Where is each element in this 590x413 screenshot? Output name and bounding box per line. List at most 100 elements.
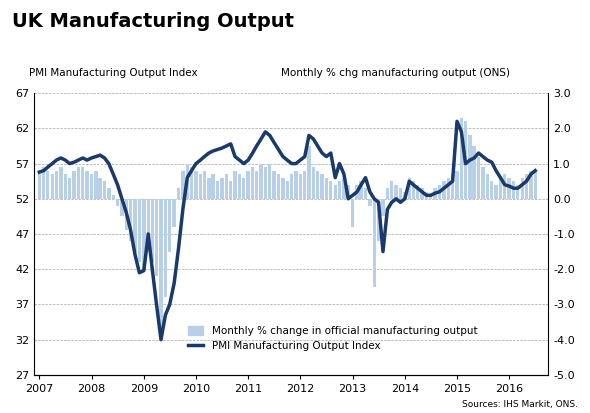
Bar <box>333 185 337 199</box>
Bar <box>90 174 93 199</box>
Bar <box>168 199 172 252</box>
Bar <box>346 185 350 199</box>
Bar <box>351 199 355 227</box>
Bar <box>233 171 237 199</box>
Bar <box>499 178 502 199</box>
Bar <box>199 174 202 199</box>
Bar <box>86 171 88 199</box>
Bar <box>338 181 341 199</box>
Bar <box>216 181 219 199</box>
Bar <box>163 199 167 297</box>
Bar <box>429 195 432 199</box>
Bar <box>529 171 533 199</box>
Bar <box>137 199 141 262</box>
Bar <box>260 164 263 199</box>
Bar <box>172 199 176 227</box>
Bar <box>460 118 463 199</box>
Bar <box>442 181 445 199</box>
Legend: Monthly % change in official manufacturing output, PMI Manufacturing Output Inde: Monthly % change in official manufacturi… <box>183 322 481 356</box>
Bar <box>207 178 211 199</box>
Bar <box>103 181 106 199</box>
Bar <box>359 181 363 199</box>
Bar <box>320 174 324 199</box>
Bar <box>64 174 67 199</box>
Bar <box>211 174 215 199</box>
Bar <box>142 199 146 269</box>
Bar <box>77 167 80 199</box>
Bar <box>303 171 306 199</box>
Bar <box>355 185 359 199</box>
Text: UK Manufacturing Output: UK Manufacturing Output <box>12 12 294 31</box>
Bar <box>368 199 372 206</box>
Bar <box>146 199 150 252</box>
Bar <box>59 167 63 199</box>
Bar <box>516 185 519 199</box>
Bar <box>451 174 454 199</box>
Text: Sources: IHS Markit, ONS.: Sources: IHS Markit, ONS. <box>462 400 578 409</box>
Bar <box>51 174 54 199</box>
Bar <box>364 188 367 199</box>
Bar <box>381 199 385 216</box>
Bar <box>520 178 524 199</box>
Bar <box>124 199 128 230</box>
Bar <box>468 135 471 199</box>
Bar <box>46 171 50 199</box>
Bar <box>390 181 394 199</box>
Bar <box>225 174 228 199</box>
Bar <box>268 164 271 199</box>
Bar <box>238 174 241 199</box>
Bar <box>155 199 158 276</box>
Bar <box>490 181 493 199</box>
Text: PMI Manufacturing Output Index: PMI Manufacturing Output Index <box>29 68 198 78</box>
Bar <box>438 185 441 199</box>
Bar <box>242 178 245 199</box>
Bar <box>447 178 450 199</box>
Bar <box>99 178 102 199</box>
Bar <box>281 178 284 199</box>
Bar <box>133 199 137 252</box>
Text: Monthly % chg manufacturing output (ONS): Monthly % chg manufacturing output (ONS) <box>281 68 510 78</box>
Bar <box>294 171 297 199</box>
Bar <box>129 199 132 241</box>
Bar <box>120 199 124 216</box>
Bar <box>299 174 302 199</box>
Bar <box>473 146 476 199</box>
Bar <box>94 171 97 199</box>
Bar <box>220 178 224 199</box>
Bar <box>316 171 319 199</box>
Bar <box>307 146 310 199</box>
Bar <box>494 185 498 199</box>
Bar <box>277 174 280 199</box>
Bar <box>38 171 41 199</box>
Bar <box>150 199 154 262</box>
Bar <box>481 167 484 199</box>
Bar <box>503 174 506 199</box>
Bar <box>247 171 250 199</box>
Bar <box>372 199 376 287</box>
Bar <box>312 167 315 199</box>
Bar <box>181 171 185 199</box>
Bar <box>507 178 511 199</box>
Bar <box>55 171 58 199</box>
Bar <box>342 178 346 199</box>
Bar <box>203 171 206 199</box>
Bar <box>512 181 515 199</box>
Bar <box>229 181 232 199</box>
Bar <box>264 167 267 199</box>
Bar <box>42 167 45 199</box>
Bar <box>286 181 289 199</box>
Bar <box>112 195 115 199</box>
Bar <box>408 178 411 199</box>
Bar <box>403 192 407 199</box>
Bar <box>434 188 437 199</box>
Bar <box>533 171 537 199</box>
Bar <box>399 188 402 199</box>
Bar <box>395 185 398 199</box>
Bar <box>324 178 328 199</box>
Bar <box>486 174 489 199</box>
Bar <box>159 199 163 339</box>
Bar <box>464 121 467 199</box>
Bar <box>416 185 419 199</box>
Bar <box>186 164 189 199</box>
Bar <box>425 192 428 199</box>
